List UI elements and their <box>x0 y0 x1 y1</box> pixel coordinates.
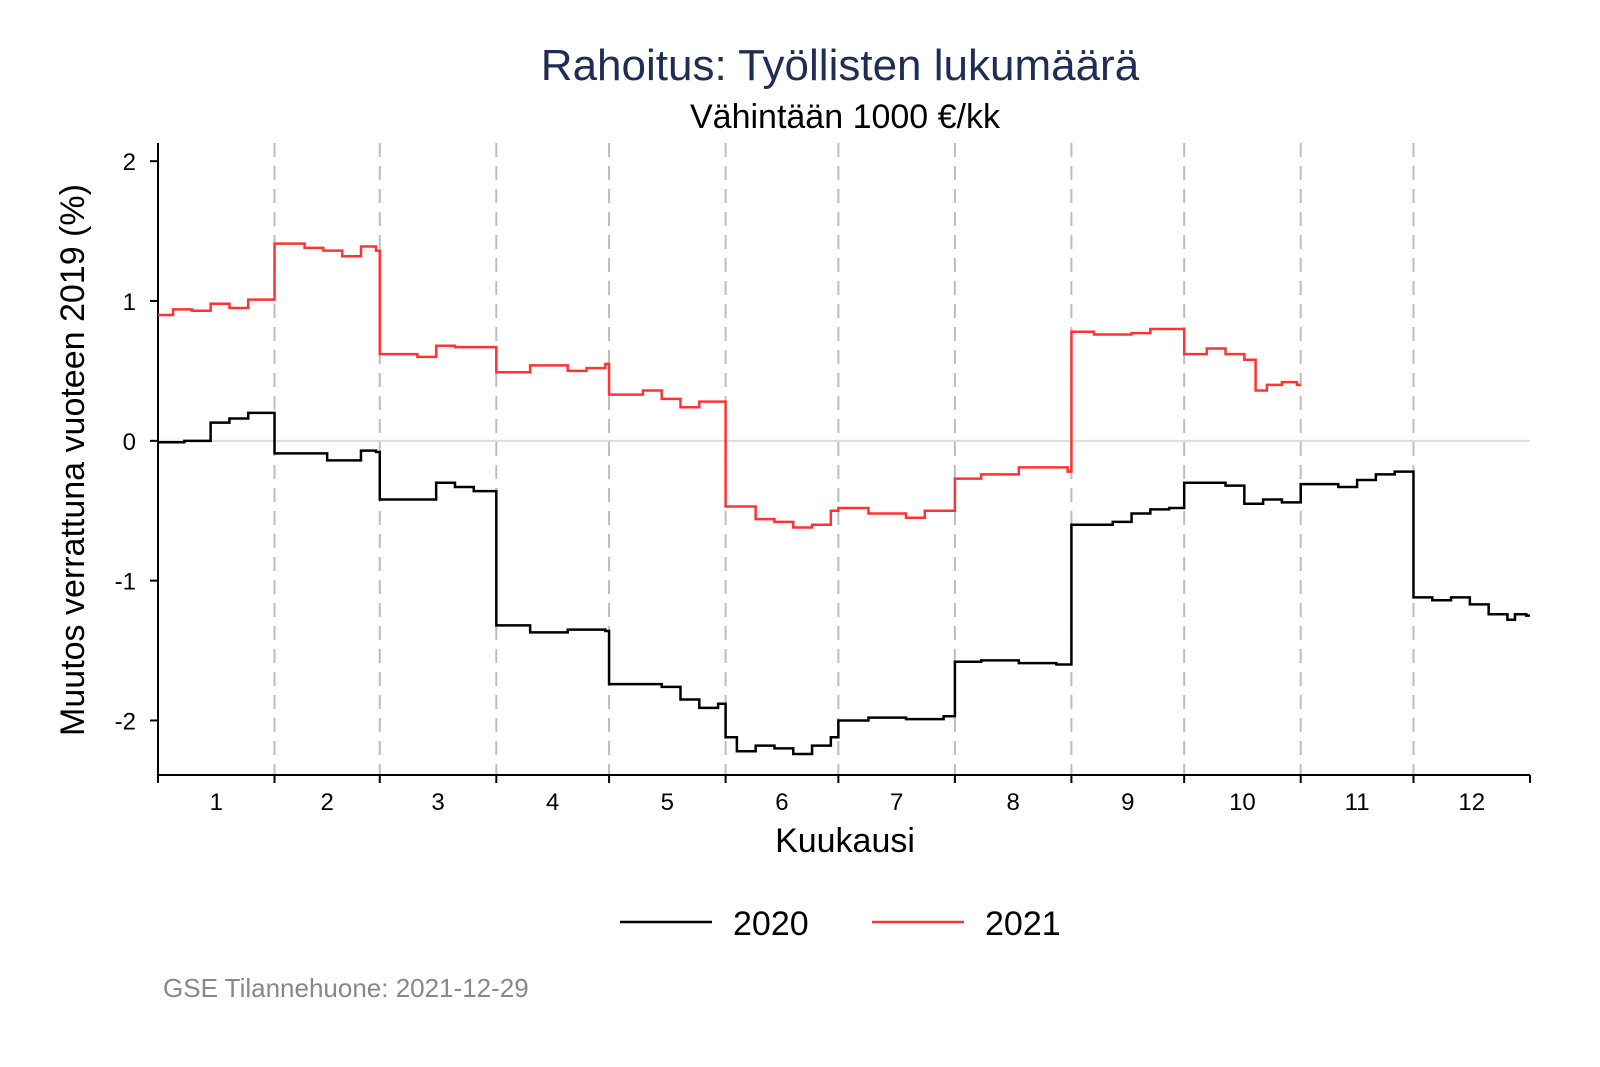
y-tick-label: -1 <box>115 569 136 596</box>
legend-label-2020: 2020 <box>733 905 809 943</box>
x-tick-label: 6 <box>775 789 788 816</box>
x-axis-label: Kuukausi <box>775 822 915 860</box>
gridlines <box>158 143 1530 775</box>
footer-source: GSE Tilannehuone: 2021-12-29 <box>163 973 529 1003</box>
x-tick-label: 5 <box>661 789 674 816</box>
x-tick-label: 7 <box>890 789 903 816</box>
x-tick-label: 8 <box>1006 789 1019 816</box>
x-tick-label: 3 <box>431 789 444 816</box>
x-tick-label: 11 <box>1345 789 1370 816</box>
y-tick-label: 0 <box>123 429 136 456</box>
y-tick-label: 2 <box>123 149 136 176</box>
series-line-2020 <box>158 411 1530 756</box>
x-tick-label: 2 <box>320 789 333 816</box>
series-line-2021 <box>158 242 1301 529</box>
y-tick-label: -2 <box>115 708 136 735</box>
y-tick-label: 1 <box>123 289 136 316</box>
y-axis-label: Muutos verrattuna vuoteen 2019 (%) <box>54 184 92 736</box>
x-tick-label: 9 <box>1121 789 1134 816</box>
x-tick-label: 10 <box>1229 789 1256 816</box>
x-tick-label: 1 <box>210 789 223 816</box>
x-tick-label: 12 <box>1458 789 1485 816</box>
legend-label-2021: 2021 <box>985 905 1061 943</box>
chart-subtitle: Vähintään 1000 €/kk <box>690 98 1001 136</box>
legend: 2020 2021 <box>620 905 1061 943</box>
x-tick-label: 4 <box>546 789 559 816</box>
chart-title: Rahoitus: Työllisten lukumäärä <box>541 41 1140 90</box>
series-lines <box>158 242 1530 756</box>
